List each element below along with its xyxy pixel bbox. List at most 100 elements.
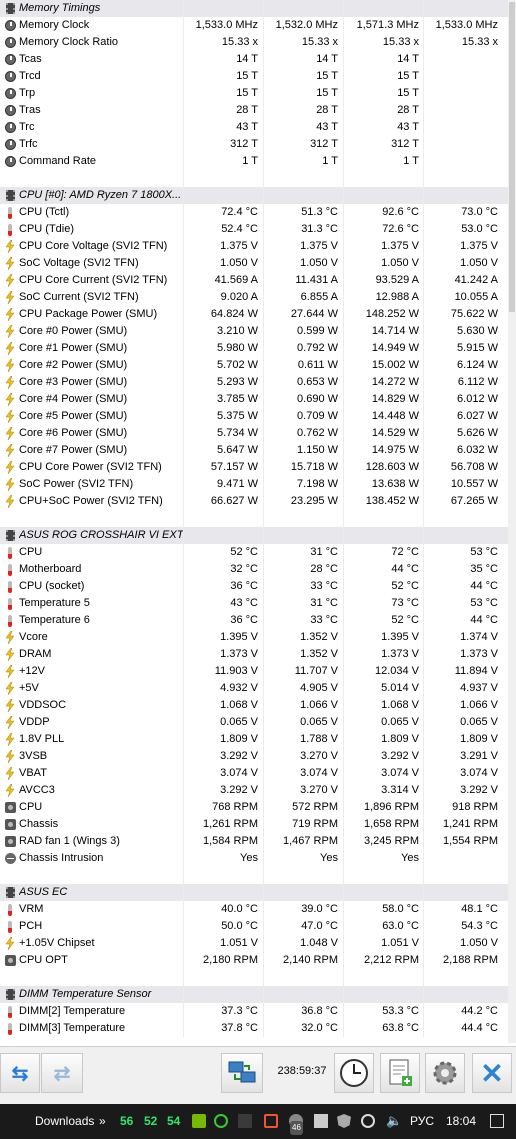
sensor-row[interactable]: Memory Clock Ratio 15.33 x 15.33 x 15.33 x 1… bbox=[0, 34, 508, 51]
sensor-row[interactable]: Core #7 Power (SMU) 5.647 W 1.150 W 14.975 … bbox=[0, 442, 508, 459]
sensor-row[interactable]: Core #6 Power (SMU) 5.734 W 0.762 W 14.529 … bbox=[0, 425, 508, 442]
sensor-row[interactable]: PCH 50.0 °C 47.0 °C 63.0 °C 54.3 °C bbox=[0, 918, 508, 935]
max-value: 1.068 V bbox=[381, 699, 419, 711]
sensor-row[interactable]: Core #1 Power (SMU) 5.980 W 0.792 W 14.949 … bbox=[0, 340, 508, 357]
sensor-row[interactable]: CPU Core Current (SVI2 TFN) 41.569 A 11.43… bbox=[0, 272, 508, 289]
sensor-row[interactable]: Temperature 6 36 °C 33 °C 52 °C 44 °C bbox=[0, 612, 508, 629]
sensor-row[interactable]: Trc 43 T 43 T 43 T bbox=[0, 119, 508, 136]
sensor-table[interactable]: Memory Timings Memory Clock 1,533.0 MHz 1,5… bbox=[0, 0, 508, 1043]
report-button[interactable] bbox=[380, 1053, 420, 1093]
sensor-row[interactable]: Vcore 1.395 V 1.352 V 1.395 V 1.374 V bbox=[0, 629, 508, 646]
sensor-row[interactable]: CPU (Tdie) 52.4 °C 31.3 °C 72.6 °C 53.0 °C bbox=[0, 221, 508, 238]
current-value: 3.292 V bbox=[220, 784, 258, 796]
clock-button[interactable] bbox=[334, 1053, 374, 1093]
min-value: 1 T bbox=[322, 155, 338, 167]
chevron-icon[interactable]: » bbox=[99, 1114, 106, 1128]
monitor-icon[interactable] bbox=[264, 1114, 278, 1128]
current-value: 9.020 A bbox=[220, 291, 258, 303]
power-icon[interactable] bbox=[214, 1114, 228, 1128]
min-value: 1,467 RPM bbox=[282, 835, 338, 847]
sensor-row[interactable]: VDDSOC 1.068 V 1.066 V 1.068 V 1.066 V bbox=[0, 697, 508, 714]
sensor-row[interactable]: DRAM 1.373 V 1.352 V 1.373 V 1.373 V bbox=[0, 646, 508, 663]
section-header[interactable]: ASUS ROG CROSSHAIR VI EXT... bbox=[0, 527, 508, 544]
sensor-row[interactable]: Command Rate 1 T 1 T 1 T bbox=[0, 153, 508, 170]
sensor-row[interactable]: Core #4 Power (SMU) 3.785 W 0.690 W 14.829 … bbox=[0, 391, 508, 408]
volume-icon[interactable]: 🔈 bbox=[386, 1113, 403, 1128]
sensor-row[interactable]: CPU (socket) 36 °C 33 °C 52 °C 44 °C bbox=[0, 578, 508, 595]
current-value: 52 °C bbox=[230, 546, 258, 558]
sensor-label: 3VSB bbox=[19, 750, 48, 762]
sensor-row[interactable]: Core #3 Power (SMU) 5.293 W 0.653 W 14.272 … bbox=[0, 374, 508, 391]
sensor-row[interactable]: Chassis Intrusion Yes Yes Yes bbox=[0, 850, 508, 867]
lightning-icon bbox=[5, 699, 15, 712]
nvidia-icon[interactable] bbox=[192, 1114, 206, 1128]
sensor-row[interactable]: Chassis 1,261 RPM 719 RPM 1,658 RPM 1,241 RP… bbox=[0, 816, 508, 833]
sensor-row[interactable]: SoC Current (SVI2 TFN) 9.020 A 6.855 A 12.9… bbox=[0, 289, 508, 306]
sensor-row[interactable]: CPU Package Power (SMU) 64.824 W 27.644 W 1… bbox=[0, 306, 508, 323]
scroll-thumb[interactable] bbox=[509, 2, 515, 312]
sensor-row[interactable]: CPU Core Voltage (SVI2 TFN) 1.375 V 1.375 … bbox=[0, 238, 508, 255]
section-header[interactable]: CPU [#0]: AMD Ryzen 7 1800X... bbox=[0, 187, 508, 204]
current-value: 1 T bbox=[242, 155, 258, 167]
sensor-row[interactable]: CPU (Tctl) 72.4 °C 51.3 °C 92.6 °C 73.0 °C bbox=[0, 204, 508, 221]
sensor-row[interactable]: CPU 52 °C 31 °C 72 °C 53 °C bbox=[0, 544, 508, 561]
sensor-row[interactable]: Motherboard 32 °C 28 °C 44 °C 35 °C bbox=[0, 561, 508, 578]
avg-value: 56.708 W bbox=[450, 461, 498, 473]
sensor-row[interactable]: +1.05V Chipset 1.051 V 1.048 V 1.051 V 1.050… bbox=[0, 935, 508, 952]
sensor-row[interactable]: +12V 11.903 V 11.707 V 12.034 V 11.894 V bbox=[0, 663, 508, 680]
sensor-row[interactable]: +5V 4.932 V 4.905 V 5.014 V 4.937 V bbox=[0, 680, 508, 697]
sensor-row[interactable]: SoC Power (SVI2 TFN) 9.471 W 7.198 W 13.638… bbox=[0, 476, 508, 493]
expand-collapse-button[interactable]: ⇆ bbox=[0, 1053, 40, 1093]
sensor-row[interactable]: DIMM[2] Temperature 37.3 °C 36.8 °C 53.3 °C… bbox=[0, 1003, 508, 1020]
sensor-row[interactable]: CPU 768 RPM 572 RPM 1,896 RPM 918 RPM bbox=[0, 799, 508, 816]
sensor-row[interactable]: VDDP 0.065 V 0.065 V 0.065 V 0.065 V bbox=[0, 714, 508, 731]
downloads-toolbar[interactable]: Downloads bbox=[35, 1114, 95, 1128]
max-value: 312 T bbox=[391, 138, 419, 150]
clock-display[interactable]: 18:04 bbox=[446, 1114, 477, 1128]
compact-view-button[interactable]: ⇄ bbox=[41, 1053, 83, 1093]
sensor-row[interactable]: DIMM[3] Temperature 37.8 °C 32.0 °C 63.8 °C… bbox=[0, 1020, 508, 1037]
network-button[interactable] bbox=[221, 1053, 263, 1093]
shield-icon[interactable] bbox=[337, 1114, 351, 1128]
sensor-row[interactable]: 3VSB 3.292 V 3.270 V 3.292 V 3.291 V bbox=[0, 748, 508, 765]
sensor-row[interactable]: Core #0 Power (SMU) 3.210 W 0.599 W 14.714 … bbox=[0, 323, 508, 340]
sensor-row[interactable]: Tcas 14 T 14 T 14 T bbox=[0, 51, 508, 68]
sensor-row[interactable]: Core #2 Power (SMU) 5.702 W 0.611 W 15.002 … bbox=[0, 357, 508, 374]
network-icon[interactable] bbox=[361, 1114, 375, 1128]
section-header[interactable]: ASUS EC bbox=[0, 884, 508, 901]
sensor-row[interactable]: RAD fan 1 (Wings 3) 1,584 RPM 1,467 RPM 3,2… bbox=[0, 833, 508, 850]
sensor-row[interactable]: Trfc 312 T 312 T 312 T bbox=[0, 136, 508, 153]
sensor-row[interactable]: Trp 15 T 15 T 15 T bbox=[0, 85, 508, 102]
sensor-row[interactable]: Memory Clock 1,533.0 MHz 1,532.0 MHz 1,571.… bbox=[0, 17, 508, 34]
sensor-row[interactable]: Trcd 15 T 15 T 15 T bbox=[0, 68, 508, 85]
min-value: 14 T bbox=[316, 53, 338, 65]
avg-value: 6.032 W bbox=[457, 444, 498, 456]
min-value: 33 °C bbox=[310, 580, 338, 592]
close-button[interactable]: ✕ bbox=[472, 1053, 512, 1093]
sensor-row[interactable]: Core #5 Power (SMU) 5.375 W 0.709 W 14.448 … bbox=[0, 408, 508, 425]
avg-value: 1.050 V bbox=[460, 937, 498, 949]
thermometer-icon bbox=[8, 1005, 12, 1018]
vertical-scrollbar[interactable] bbox=[508, 0, 516, 1043]
fan-icon bbox=[4, 819, 16, 830]
settings-button[interactable] bbox=[425, 1053, 465, 1093]
sensor-row[interactable]: CPU Core Power (SVI2 TFN) 57.157 W 15.718 … bbox=[0, 459, 508, 476]
sensor-row[interactable]: VRM 40.0 °C 39.0 °C 58.0 °C 48.1 °C bbox=[0, 901, 508, 918]
sensor-row[interactable]: SoC Voltage (SVI2 TFN) 1.050 V 1.050 V 1.05… bbox=[0, 255, 508, 272]
phone-icon[interactable] bbox=[314, 1114, 328, 1128]
min-value: 39.0 °C bbox=[301, 903, 338, 915]
sensor-row[interactable]: 1.8V PLL 1.809 V 1.788 V 1.809 V 1.809 V bbox=[0, 731, 508, 748]
language-indicator[interactable]: РУС bbox=[410, 1114, 435, 1128]
sensor-row[interactable]: AVCC3 3.292 V 3.270 V 3.314 V 3.292 V bbox=[0, 782, 508, 799]
sensor-row[interactable]: CPU+SoC Power (SVI2 TFN) 66.627 W 23.295 W… bbox=[0, 493, 508, 510]
sensor-row[interactable]: Temperature 5 43 °C 31 °C 73 °C 53 °C bbox=[0, 595, 508, 612]
notification-icon[interactable] bbox=[490, 1114, 504, 1128]
sensor-label: CPU bbox=[19, 546, 43, 558]
section-header[interactable]: Memory Timings bbox=[0, 0, 508, 17]
section-title: DIMM Temperature Sensor bbox=[19, 988, 152, 1000]
sensor-row[interactable]: CPU OPT 2,180 RPM 2,140 RPM 2,212 RPM 2,188 … bbox=[0, 952, 508, 969]
sensor-row[interactable]: VBAT 3.074 V 3.074 V 3.074 V 3.074 V bbox=[0, 765, 508, 782]
section-header[interactable]: DIMM Temperature Sensor bbox=[0, 986, 508, 1003]
app-tray-icon[interactable] bbox=[238, 1114, 252, 1128]
sensor-row[interactable]: Tras 28 T 28 T 28 T bbox=[0, 102, 508, 119]
